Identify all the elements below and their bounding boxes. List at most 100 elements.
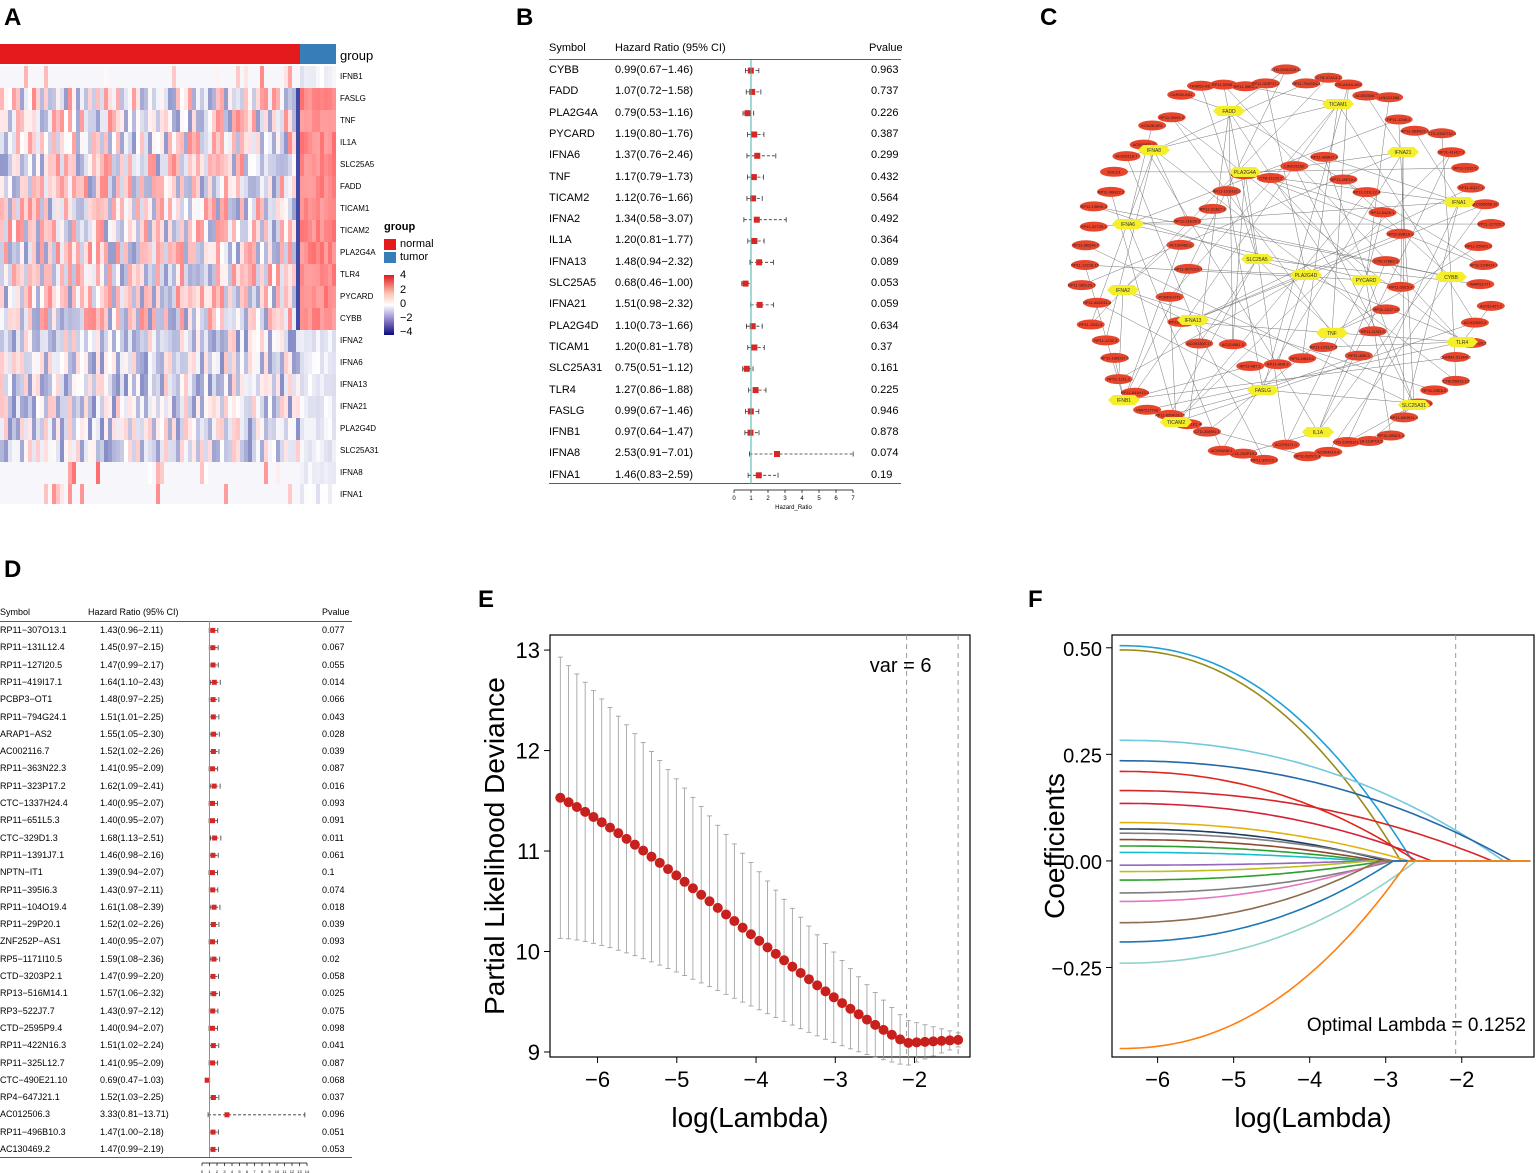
heatmap-cell (140, 330, 145, 352)
heatmap-cell (196, 462, 201, 484)
forest-hr-text: 1.46(0.98−2.16) (100, 849, 164, 860)
heatmap-cell (248, 220, 253, 242)
heatmap-cell (4, 286, 9, 308)
heatmap-cell (84, 132, 89, 154)
heatmap-cell (292, 176, 297, 198)
heatmap-cell (260, 396, 265, 418)
heatmap-cell (216, 462, 221, 484)
heatmap-cell (28, 242, 33, 264)
heatmap-cell (164, 88, 169, 110)
heatmap-cell (108, 176, 113, 198)
heatmap-cell (236, 286, 241, 308)
heatmap-cell (144, 484, 149, 504)
heatmap-cell (280, 396, 285, 418)
hazard-ratio-point (210, 645, 216, 651)
coefficient-path-s10 (1119, 832, 1531, 862)
mrna-node (1177, 315, 1209, 325)
deviance-point (944, 1035, 955, 1046)
heatmap-cell (4, 440, 9, 462)
heatmap-cell (156, 132, 161, 154)
heatmap-cell (208, 176, 213, 198)
heatmap-cell (160, 242, 165, 264)
heatmap-cell (132, 374, 137, 396)
heatmap-cell (168, 176, 173, 198)
heatmap-cell (316, 198, 321, 220)
optimal-lambda-annotation: Optimal Lambda = 0.1252 (1307, 1015, 1526, 1036)
heatmap-cell (252, 374, 257, 396)
heatmap-cell (292, 440, 297, 462)
heatmap-cell (4, 352, 9, 374)
heatmap-cell (76, 242, 81, 264)
mrna-node-label: SLC25A31 (1402, 403, 1426, 409)
forest-p-text: 0.016 (322, 780, 345, 791)
heatmap-cell (68, 176, 73, 198)
mrna-node (1322, 99, 1354, 109)
heatmap-cell (160, 176, 165, 198)
heatmap-cell (100, 88, 105, 110)
lncrna-node-label: RP11-1246.1 (1387, 117, 1411, 122)
heatmap-cell (236, 374, 241, 396)
heatmap-cell (60, 374, 65, 396)
lncrna-node (1352, 187, 1381, 198)
deviance-point (886, 1029, 897, 1040)
heatmap-cell (300, 154, 305, 176)
heatmap-cell (44, 396, 49, 418)
heatmap-cell (224, 88, 229, 110)
mrna-node (1108, 395, 1140, 405)
heatmap-cell (36, 484, 41, 504)
heatmap-cell (92, 220, 97, 242)
heatmap-cell (304, 88, 309, 110)
coefficient-path-s3 (1119, 739, 1531, 862)
network-edge (1365, 279, 1392, 436)
heatmap-cell (292, 66, 297, 88)
heatmap-cell (88, 176, 93, 198)
hazard-ratio-point (210, 627, 216, 633)
heatmap-cell (36, 242, 41, 264)
heatmap-cell (164, 286, 169, 308)
heatmap-cell (28, 440, 33, 462)
heatmap-cell (180, 198, 185, 220)
heatmap-cell (300, 374, 305, 396)
forest-hr-text: 1.20(0.81−1.78) (615, 340, 693, 353)
heatmap-cell (12, 374, 17, 396)
heatmap-cell (256, 440, 261, 462)
heatmap-cell (304, 198, 309, 220)
heatmap-cell (264, 396, 269, 418)
heatmap-cell (12, 418, 17, 440)
heatmap-cell (184, 484, 189, 504)
heatmap-cell (284, 66, 289, 88)
forest-p-text: 0.161 (871, 362, 899, 375)
heatmap-cell (132, 440, 137, 462)
forest-hr-text: 1.19(0.80−1.76) (615, 127, 693, 140)
forest-p-text: 0.02 (322, 953, 340, 964)
heatmap-cell (48, 418, 53, 440)
forest-symbol-text: RP11−496B10.3 (0, 1126, 66, 1137)
heatmap-cell (68, 132, 73, 154)
heatmap-cell (132, 396, 137, 418)
heatmap-cell (216, 88, 221, 110)
heatmap-cell (240, 154, 245, 176)
heatmap-cell (4, 176, 9, 198)
heatmap-cell (0, 440, 5, 462)
heatmap-cell (104, 352, 109, 374)
lncrna-node-label: AC095246.1 (1211, 448, 1234, 453)
forest-row: RP11−127I20.5 1.47(0.99−2.17) 0.055 (0, 660, 352, 680)
heatmap-cell (276, 440, 281, 462)
heatmap-cell (312, 418, 317, 440)
forest-symbol-text: TICAM1 (549, 340, 590, 353)
heatmap-cell (324, 396, 329, 418)
mrna-node-label: SLC25A5 (1246, 257, 1268, 263)
hazard-ratio-point (210, 852, 216, 858)
heatmap-cell (108, 308, 113, 330)
heatmap-cell (164, 242, 169, 264)
forest-p-text: 0.066 (322, 694, 345, 705)
heatmap-cell (80, 286, 85, 308)
heatmap-cell (264, 110, 269, 132)
heatmap-cell (136, 66, 141, 88)
lncrna-node (1138, 120, 1167, 131)
heatmap-cell (200, 242, 205, 264)
heatmap-cell (308, 176, 313, 198)
deviance-point (787, 961, 798, 972)
heatmap-cell (112, 66, 117, 88)
network-edge (1199, 258, 1258, 344)
